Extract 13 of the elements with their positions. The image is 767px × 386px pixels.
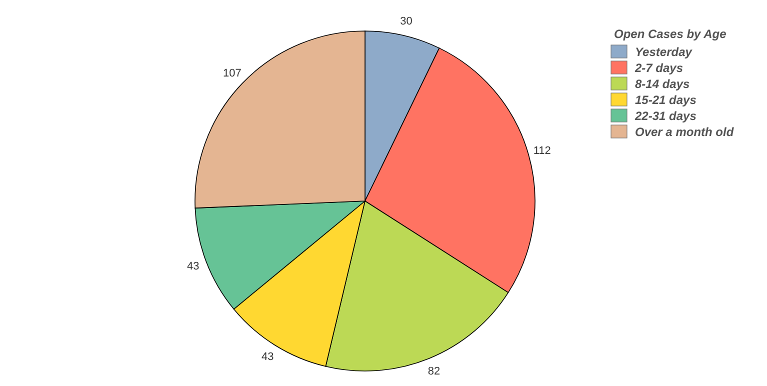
data-label: 112 xyxy=(533,144,551,157)
legend-title: Open Cases by Age xyxy=(614,27,727,41)
legend-label: Yesterday xyxy=(635,45,694,59)
data-label: 43 xyxy=(262,351,274,364)
legend-label: 22-31 days xyxy=(634,109,697,123)
data-label: 30 xyxy=(400,16,412,28)
legend-label: 8-14 days xyxy=(635,77,690,91)
legend-label: 2-7 days xyxy=(634,61,684,75)
data-label: 43 xyxy=(187,260,200,273)
data-label: 82 xyxy=(428,365,440,378)
data-label: 107 xyxy=(223,68,242,80)
legend-label: 15-21 days xyxy=(635,93,697,107)
legend-label: Over a month old xyxy=(635,125,734,139)
